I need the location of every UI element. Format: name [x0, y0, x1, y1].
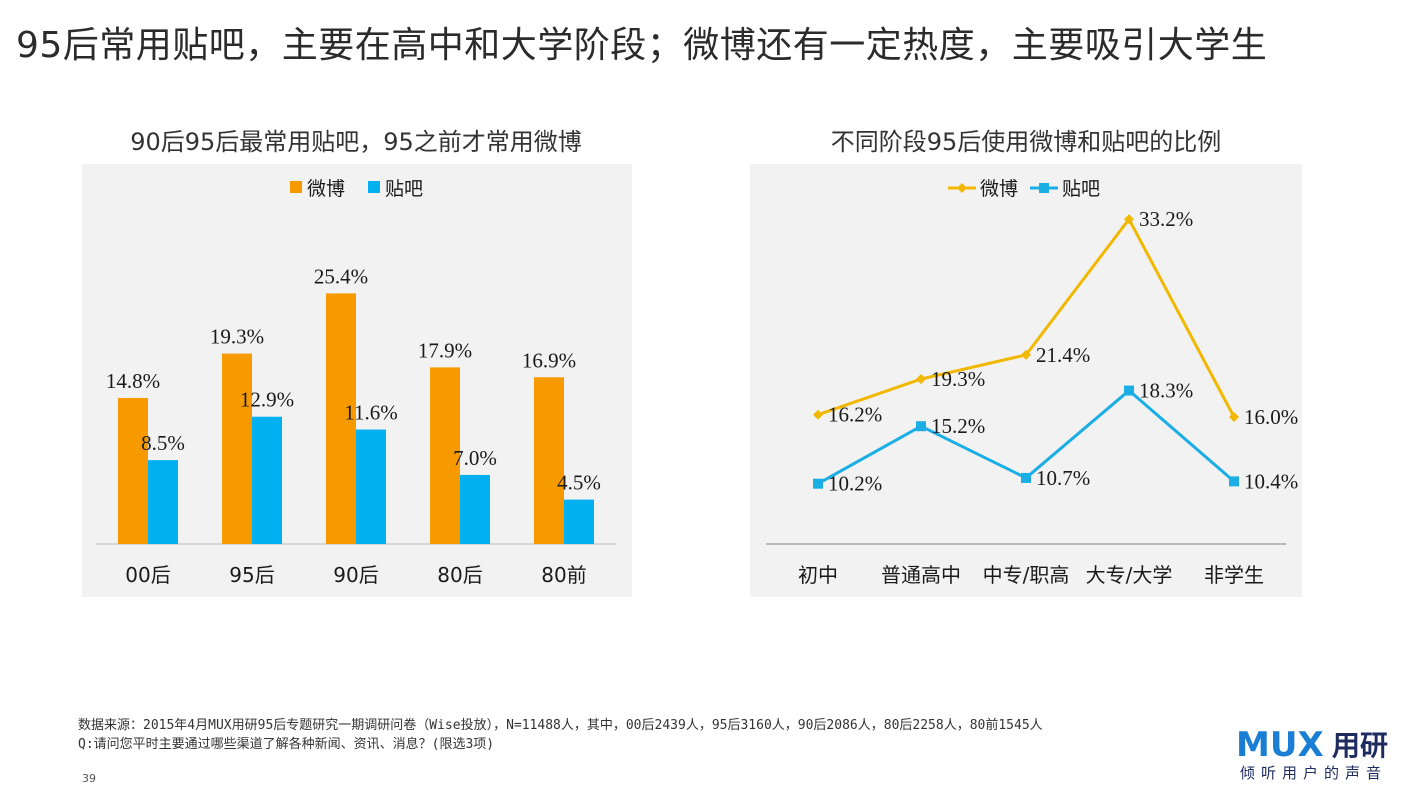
marker-tieba	[916, 421, 926, 432]
logo-slogan: 倾听用户的声音	[1240, 764, 1388, 782]
legend-marker	[957, 183, 967, 193]
legend-label: 贴吧	[385, 178, 423, 200]
legend: 微博 贴吧	[948, 178, 1100, 200]
legend-marker	[1039, 183, 1049, 193]
category-label: 80后	[437, 563, 482, 587]
legend-label: 微博	[307, 178, 345, 200]
marker-weibo	[916, 374, 926, 385]
category-label: 95后	[229, 563, 274, 587]
bar-weibo	[222, 353, 252, 544]
mux-logo-mark: MUX	[1236, 726, 1324, 760]
data-label: 19.3%	[931, 367, 985, 391]
data-label: 19.3%	[210, 325, 264, 349]
category-label: 初中	[798, 563, 838, 587]
data-label: 14.8%	[106, 369, 160, 393]
bar-chart-panel: 14.8% 8.5% 00后 19.3% 12.9% 95后 25.4% 11.6% 90后 17…	[82, 164, 632, 597]
data-label: 7.0%	[453, 446, 497, 470]
data-label: 12.9%	[240, 388, 294, 412]
marker-weibo	[813, 409, 823, 420]
marker-weibo	[1021, 349, 1031, 360]
legend-label: 微博	[980, 178, 1018, 200]
data-label: 8.5%	[141, 431, 185, 455]
bar-chart-title: 90后95后最常用贴吧，95之前才常用微博	[130, 128, 582, 156]
data-label: 10.4%	[1244, 469, 1298, 493]
bar-tieba	[148, 460, 178, 544]
data-label: 10.2%	[828, 472, 882, 496]
data-label: 4.5%	[557, 471, 601, 495]
legend: 微博 贴吧	[290, 178, 423, 200]
category-label: 中专/职高	[983, 563, 1070, 587]
marker-tieba	[1021, 472, 1031, 483]
bar-tieba	[564, 499, 594, 544]
page-number: 39	[82, 772, 96, 785]
category-label: 非学生	[1204, 563, 1264, 587]
bar-chart: 14.8% 8.5% 00后 19.3% 12.9% 95后 25.4% 11.6% 90后 17…	[96, 178, 616, 587]
source-note: 数据来源：2015年4月MUX用研95后专题研究一期调研问卷（Wise投放），N…	[78, 716, 1043, 754]
bar-tieba	[356, 429, 386, 544]
data-label: 15.2%	[931, 414, 985, 438]
legend-swatch	[290, 181, 302, 193]
bar-weibo	[326, 293, 356, 544]
data-label: 18.3%	[1139, 379, 1193, 403]
slide-title: 95后常用贴吧，主要在高中和大学阶段；微博还有一定热度，主要吸引大学生	[16, 25, 1268, 66]
line-chart-title: 不同阶段95后使用微博和贴吧的比例	[830, 128, 1222, 156]
category-label: 大专/大学	[1086, 563, 1173, 587]
category-label: 90后	[333, 563, 378, 587]
bar-weibo	[118, 397, 148, 544]
marker-tieba	[1124, 385, 1134, 396]
data-label: 17.9%	[418, 338, 472, 362]
data-label: 16.0%	[1244, 405, 1298, 429]
question-line: Q:请问您平时主要通过哪些渠道了解各种新闻、资讯、消息？(限选3项)	[78, 737, 495, 752]
line-chart: 16.2% 19.3% 21.4% 33.2% 16.0% 10.2% 15.2% 10.7%…	[766, 178, 1298, 587]
category-label: 80前	[541, 563, 586, 587]
svg-text:MUX: MUX	[1236, 726, 1324, 760]
category-label: 普通高中	[881, 563, 961, 587]
marker-tieba	[1229, 476, 1239, 487]
marker-weibo	[1124, 214, 1134, 225]
bar-tieba	[252, 416, 282, 544]
bar-weibo	[534, 377, 564, 544]
category-label: 00后	[125, 563, 170, 587]
data-label: 33.2%	[1139, 207, 1193, 231]
bar-tieba	[460, 474, 490, 544]
legend-label: 贴吧	[1062, 178, 1100, 200]
logo-text: 用研	[1332, 729, 1389, 762]
marker-weibo	[1229, 412, 1239, 422]
marker-tieba	[813, 478, 823, 489]
data-label: 16.2%	[828, 403, 882, 427]
legend-swatch	[368, 181, 380, 193]
data-label: 11.6%	[344, 401, 397, 425]
data-label: 25.4%	[314, 264, 368, 288]
data-label: 21.4%	[1036, 343, 1090, 367]
line-chart-panel: 16.2% 19.3% 21.4% 33.2% 16.0% 10.2% 15.2% 10.7%…	[750, 164, 1302, 597]
source-line: 数据来源：2015年4月MUX用研95后专题研究一期调研问卷（Wise投放），N…	[78, 718, 1043, 733]
bar-weibo	[430, 367, 460, 544]
data-label: 10.7%	[1036, 466, 1090, 490]
data-label: 16.9%	[522, 348, 576, 372]
mux-logo: MUX 用研 倾听用户的声音	[1236, 726, 1406, 788]
